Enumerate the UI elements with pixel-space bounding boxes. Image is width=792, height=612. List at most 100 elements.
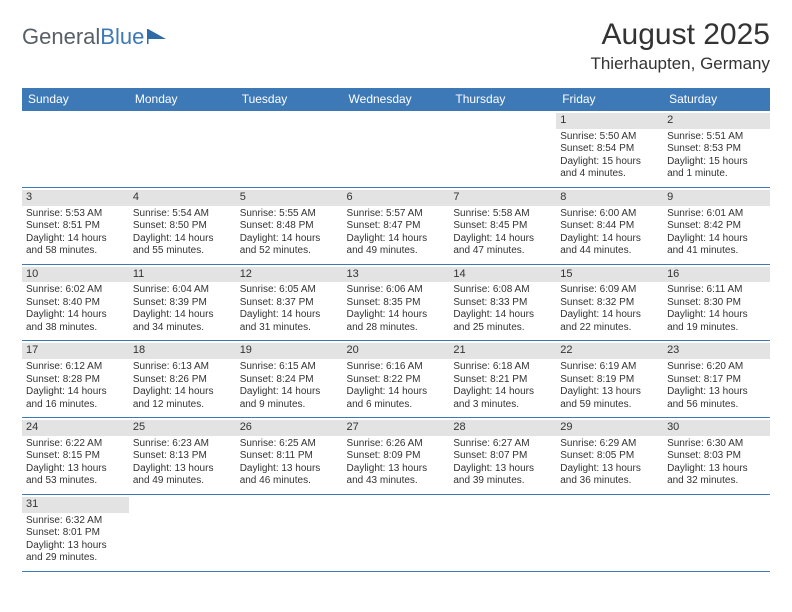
sunset-text: Sunset: 8:47 PM	[347, 220, 446, 233]
sunrise-text: Sunrise: 6:30 AM	[667, 438, 766, 451]
calendar-week-row: 10Sunrise: 6:02 AMSunset: 8:40 PMDayligh…	[22, 264, 770, 341]
weekday-header: Tuesday	[236, 88, 343, 111]
day-number: 17	[22, 343, 129, 359]
title-block: August 2025 Thierhaupten, Germany	[590, 18, 770, 74]
sunrise-text: Sunrise: 6:19 AM	[560, 361, 659, 374]
sunrise-text: Sunrise: 6:22 AM	[26, 438, 125, 451]
daylight-text: and 59 minutes.	[560, 399, 659, 412]
sunset-text: Sunset: 8:50 PM	[133, 220, 232, 233]
day-number: 18	[129, 343, 236, 359]
daylight-text: Daylight: 14 hours	[453, 386, 552, 399]
calendar-day-cell	[449, 111, 556, 188]
day-number: 15	[556, 267, 663, 283]
sunrise-text: Sunrise: 5:50 AM	[560, 131, 659, 144]
daylight-text: and 22 minutes.	[560, 322, 659, 335]
calendar-day-cell: 22Sunrise: 6:19 AMSunset: 8:19 PMDayligh…	[556, 341, 663, 418]
calendar-day-cell	[129, 494, 236, 571]
calendar-day-cell: 17Sunrise: 6:12 AMSunset: 8:28 PMDayligh…	[22, 341, 129, 418]
weekday-header: Saturday	[663, 88, 770, 111]
sunset-text: Sunset: 8:26 PM	[133, 374, 232, 387]
calendar-day-cell: 18Sunrise: 6:13 AMSunset: 8:26 PMDayligh…	[129, 341, 236, 418]
location: Thierhaupten, Germany	[590, 54, 770, 74]
sunset-text: Sunset: 8:39 PM	[133, 297, 232, 310]
calendar-day-cell: 26Sunrise: 6:25 AMSunset: 8:11 PMDayligh…	[236, 418, 343, 495]
calendar-day-cell: 19Sunrise: 6:15 AMSunset: 8:24 PMDayligh…	[236, 341, 343, 418]
daylight-text: and 29 minutes.	[26, 552, 125, 565]
sunrise-text: Sunrise: 6:06 AM	[347, 284, 446, 297]
daylight-text: and 53 minutes.	[26, 475, 125, 488]
sunrise-text: Sunrise: 6:25 AM	[240, 438, 339, 451]
daylight-text: Daylight: 13 hours	[240, 463, 339, 476]
daylight-text: and 25 minutes.	[453, 322, 552, 335]
daylight-text: and 39 minutes.	[453, 475, 552, 488]
sunset-text: Sunset: 8:22 PM	[347, 374, 446, 387]
sunrise-text: Sunrise: 5:58 AM	[453, 208, 552, 221]
daylight-text: and 58 minutes.	[26, 245, 125, 258]
day-number: 14	[449, 267, 556, 283]
day-number: 19	[236, 343, 343, 359]
daylight-text: and 6 minutes.	[347, 399, 446, 412]
calendar-day-cell: 12Sunrise: 6:05 AMSunset: 8:37 PMDayligh…	[236, 264, 343, 341]
weekday-header: Monday	[129, 88, 236, 111]
sunset-text: Sunset: 8:21 PM	[453, 374, 552, 387]
calendar-day-cell: 9Sunrise: 6:01 AMSunset: 8:42 PMDaylight…	[663, 187, 770, 264]
calendar-day-cell	[236, 494, 343, 571]
calendar-day-cell: 28Sunrise: 6:27 AMSunset: 8:07 PMDayligh…	[449, 418, 556, 495]
day-number: 31	[22, 497, 129, 513]
weekday-header: Thursday	[449, 88, 556, 111]
sunrise-text: Sunrise: 6:09 AM	[560, 284, 659, 297]
calendar-day-cell: 14Sunrise: 6:08 AMSunset: 8:33 PMDayligh…	[449, 264, 556, 341]
daylight-text: Daylight: 14 hours	[26, 233, 125, 246]
day-number: 2	[663, 113, 770, 129]
calendar-day-cell	[449, 494, 556, 571]
daylight-text: Daylight: 14 hours	[26, 386, 125, 399]
sunset-text: Sunset: 8:01 PM	[26, 527, 125, 540]
daylight-text: Daylight: 13 hours	[133, 463, 232, 476]
sunset-text: Sunset: 8:07 PM	[453, 450, 552, 463]
day-number: 6	[343, 190, 450, 206]
daylight-text: Daylight: 13 hours	[347, 463, 446, 476]
sunrise-text: Sunrise: 6:27 AM	[453, 438, 552, 451]
logo-text-1: General	[22, 24, 100, 50]
calendar-day-cell: 16Sunrise: 6:11 AMSunset: 8:30 PMDayligh…	[663, 264, 770, 341]
sunrise-text: Sunrise: 6:01 AM	[667, 208, 766, 221]
sunset-text: Sunset: 8:32 PM	[560, 297, 659, 310]
sunset-text: Sunset: 8:09 PM	[347, 450, 446, 463]
weekday-header: Wednesday	[343, 88, 450, 111]
sunset-text: Sunset: 8:33 PM	[453, 297, 552, 310]
calendar-day-cell: 2Sunrise: 5:51 AMSunset: 8:53 PMDaylight…	[663, 111, 770, 188]
daylight-text: and 28 minutes.	[347, 322, 446, 335]
calendar-day-cell: 8Sunrise: 6:00 AMSunset: 8:44 PMDaylight…	[556, 187, 663, 264]
calendar-day-cell: 31Sunrise: 6:32 AMSunset: 8:01 PMDayligh…	[22, 494, 129, 571]
day-number: 16	[663, 267, 770, 283]
calendar-day-cell: 15Sunrise: 6:09 AMSunset: 8:32 PMDayligh…	[556, 264, 663, 341]
day-number: 21	[449, 343, 556, 359]
sunset-text: Sunset: 8:05 PM	[560, 450, 659, 463]
daylight-text: and 9 minutes.	[240, 399, 339, 412]
day-number: 5	[236, 190, 343, 206]
sunset-text: Sunset: 8:40 PM	[26, 297, 125, 310]
daylight-text: Daylight: 14 hours	[667, 233, 766, 246]
calendar-day-cell: 5Sunrise: 5:55 AMSunset: 8:48 PMDaylight…	[236, 187, 343, 264]
day-number: 8	[556, 190, 663, 206]
calendar-day-cell: 27Sunrise: 6:26 AMSunset: 8:09 PMDayligh…	[343, 418, 450, 495]
sunset-text: Sunset: 8:30 PM	[667, 297, 766, 310]
day-number: 7	[449, 190, 556, 206]
sunset-text: Sunset: 8:51 PM	[26, 220, 125, 233]
calendar-day-cell: 4Sunrise: 5:54 AMSunset: 8:50 PMDaylight…	[129, 187, 236, 264]
sunset-text: Sunset: 8:54 PM	[560, 143, 659, 156]
day-number: 26	[236, 420, 343, 436]
logo-text-2: Blue	[100, 24, 144, 50]
daylight-text: Daylight: 13 hours	[453, 463, 552, 476]
sunrise-text: Sunrise: 6:23 AM	[133, 438, 232, 451]
sunset-text: Sunset: 8:13 PM	[133, 450, 232, 463]
daylight-text: Daylight: 14 hours	[560, 233, 659, 246]
sunrise-text: Sunrise: 5:57 AM	[347, 208, 446, 221]
daylight-text: Daylight: 13 hours	[560, 386, 659, 399]
calendar-day-cell: 24Sunrise: 6:22 AMSunset: 8:15 PMDayligh…	[22, 418, 129, 495]
calendar-day-cell: 6Sunrise: 5:57 AMSunset: 8:47 PMDaylight…	[343, 187, 450, 264]
calendar-day-cell	[556, 494, 663, 571]
sunset-text: Sunset: 8:48 PM	[240, 220, 339, 233]
sunset-text: Sunset: 8:15 PM	[26, 450, 125, 463]
daylight-text: and 49 minutes.	[133, 475, 232, 488]
